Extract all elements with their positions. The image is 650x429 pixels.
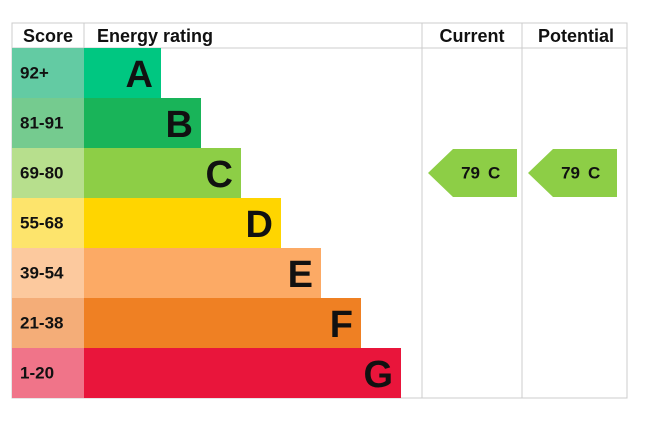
potential-band: C xyxy=(588,164,600,183)
header-score: Score xyxy=(23,26,73,46)
potential-arrow xyxy=(528,149,617,197)
rating-bar xyxy=(84,298,361,348)
header-current: Current xyxy=(439,26,504,46)
rating-letter: G xyxy=(363,354,393,396)
rating-letter: E xyxy=(288,254,313,296)
score-label: 55-68 xyxy=(20,214,63,233)
current-score: 79 xyxy=(461,164,480,183)
rating-letter: F xyxy=(330,304,353,346)
score-label: 21-38 xyxy=(20,314,63,333)
rating-bar xyxy=(84,198,281,248)
header-potential: Potential xyxy=(538,26,614,46)
rating-bar xyxy=(84,48,161,98)
score-label: 39-54 xyxy=(20,264,64,283)
score-cell xyxy=(12,348,84,398)
rating-letter: C xyxy=(206,154,233,196)
rating-bar xyxy=(84,98,201,148)
rating-letter: A xyxy=(126,54,153,96)
score-label: 1-20 xyxy=(20,364,54,383)
current-band: C xyxy=(488,164,500,183)
score-cell xyxy=(12,98,84,148)
score-cell xyxy=(12,298,84,348)
rating-bar xyxy=(84,148,241,198)
score-label: 69-80 xyxy=(20,164,63,183)
score-cell xyxy=(12,198,84,248)
score-cell xyxy=(12,248,84,298)
rating-letter: B xyxy=(166,104,193,146)
current-arrow xyxy=(428,149,517,197)
header-rating: Energy rating xyxy=(97,26,213,46)
score-cell xyxy=(12,48,84,98)
rating-bar xyxy=(84,348,401,398)
rating-letter: D xyxy=(246,204,273,246)
score-cell xyxy=(12,148,84,198)
potential-score: 79 xyxy=(561,164,580,183)
rating-bar xyxy=(84,248,321,298)
score-label: 81-91 xyxy=(20,114,63,133)
score-label: 92+ xyxy=(20,64,49,83)
